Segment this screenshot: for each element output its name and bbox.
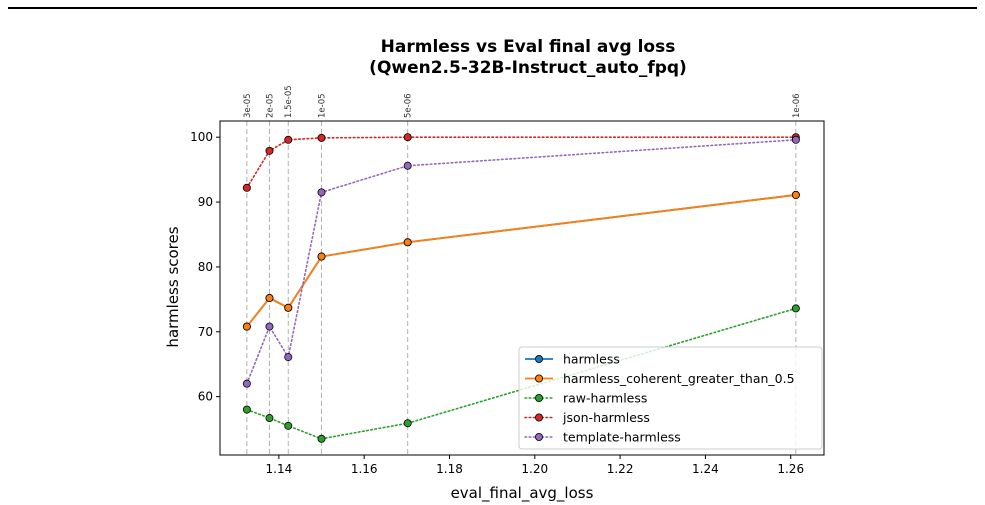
data-point xyxy=(791,190,800,199)
reference-annotation: 3e-05 xyxy=(243,93,253,118)
legend-marker xyxy=(535,393,544,402)
y-tick-label: 80 xyxy=(198,260,213,274)
legend-label: json-harmless xyxy=(562,410,650,425)
y-tick-label: 70 xyxy=(198,325,213,339)
series-line-raw-harmless xyxy=(246,307,797,440)
data-point xyxy=(242,379,251,388)
series-line-harmless xyxy=(246,194,796,328)
data-point xyxy=(317,252,326,261)
data-point xyxy=(284,303,293,312)
data-point xyxy=(403,419,412,428)
data-point xyxy=(403,133,412,142)
reference-annotation: 1.5e-05 xyxy=(284,85,294,118)
x-tick-label: 1.14 xyxy=(266,462,293,476)
data-point xyxy=(317,434,326,443)
y-tick-label: 90 xyxy=(198,195,213,209)
x-tick-label: 1.26 xyxy=(777,462,804,476)
data-point xyxy=(317,188,326,197)
legend-label: raw-harmless xyxy=(563,391,647,406)
series-line-json-harmless xyxy=(246,136,797,189)
data-point xyxy=(791,304,800,313)
legend-label: harmless_coherent_greater_than_0.5 xyxy=(563,371,795,386)
y-axis-label: harmless scores xyxy=(164,226,182,347)
x-tick-label: 1.22 xyxy=(607,462,634,476)
data-point xyxy=(265,146,274,155)
data-point xyxy=(403,238,412,247)
x-tick-label: 1.16 xyxy=(351,462,378,476)
chart-title: Harmless vs Eval final avg loss xyxy=(381,37,676,57)
plot-area: 3e-05 2e-05 1.5e-05 1e-05 5e-06 1e-06 1.14 1.16… xyxy=(190,85,825,476)
series-line-harmless_coherent_greater_than_0.5 xyxy=(246,194,796,328)
data-point xyxy=(317,133,326,142)
data-point xyxy=(265,294,274,303)
data-point xyxy=(242,322,251,331)
x-tick-label: 1.24 xyxy=(692,462,719,476)
top-rule xyxy=(8,7,977,9)
data-point xyxy=(791,135,800,144)
reference-annotation: 1e-05 xyxy=(318,93,328,118)
plot-frame xyxy=(219,120,825,456)
y-tick-label: 60 xyxy=(198,390,213,404)
data-point xyxy=(265,414,274,423)
legend-box xyxy=(518,346,823,450)
data-point xyxy=(284,353,293,362)
legend-marker xyxy=(535,413,544,422)
data-point xyxy=(265,322,274,331)
legend-label: template-harmless xyxy=(563,430,681,445)
chart-subtitle: (Qwen2.5-32B-Instruct_auto_fpq) xyxy=(369,58,687,78)
legend-marker xyxy=(535,374,544,383)
y-tick-label: 100 xyxy=(190,130,213,144)
legend-marker xyxy=(535,354,544,363)
data-point xyxy=(284,135,293,144)
x-tick-label: 1.18 xyxy=(436,462,463,476)
data-point xyxy=(284,421,293,430)
reference-annotation: 5e-06 xyxy=(404,93,414,118)
x-axis-label: eval_final_avg_loss xyxy=(451,484,594,503)
data-point xyxy=(403,161,412,170)
legend-label: harmless xyxy=(563,352,620,367)
legend-marker xyxy=(535,432,544,441)
reference-annotation: 1e-06 xyxy=(792,93,802,118)
data-point xyxy=(242,405,251,414)
data-point xyxy=(242,183,251,192)
x-tick-label: 1.20 xyxy=(521,462,548,476)
reference-annotation: 2e-05 xyxy=(265,93,275,118)
series-line-template-harmless xyxy=(246,139,797,385)
